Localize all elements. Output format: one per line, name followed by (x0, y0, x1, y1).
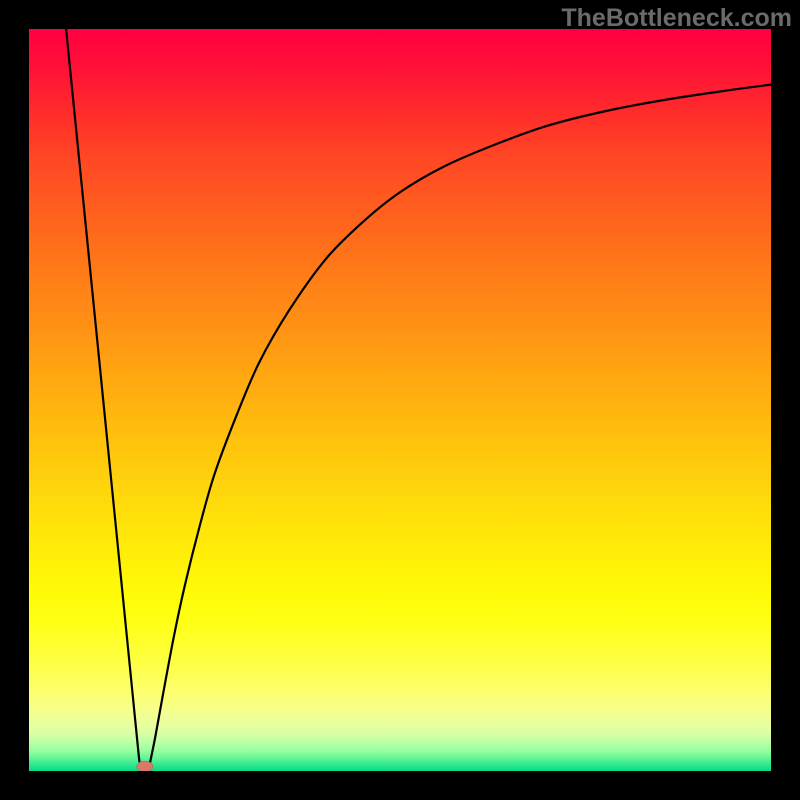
plot-area (29, 29, 771, 771)
chart-container: TheBottleneck.com (0, 0, 800, 800)
minimum-marker (137, 761, 153, 771)
chart-svg (29, 29, 771, 771)
gradient-background (29, 29, 771, 771)
watermark-text: TheBottleneck.com (561, 4, 792, 33)
